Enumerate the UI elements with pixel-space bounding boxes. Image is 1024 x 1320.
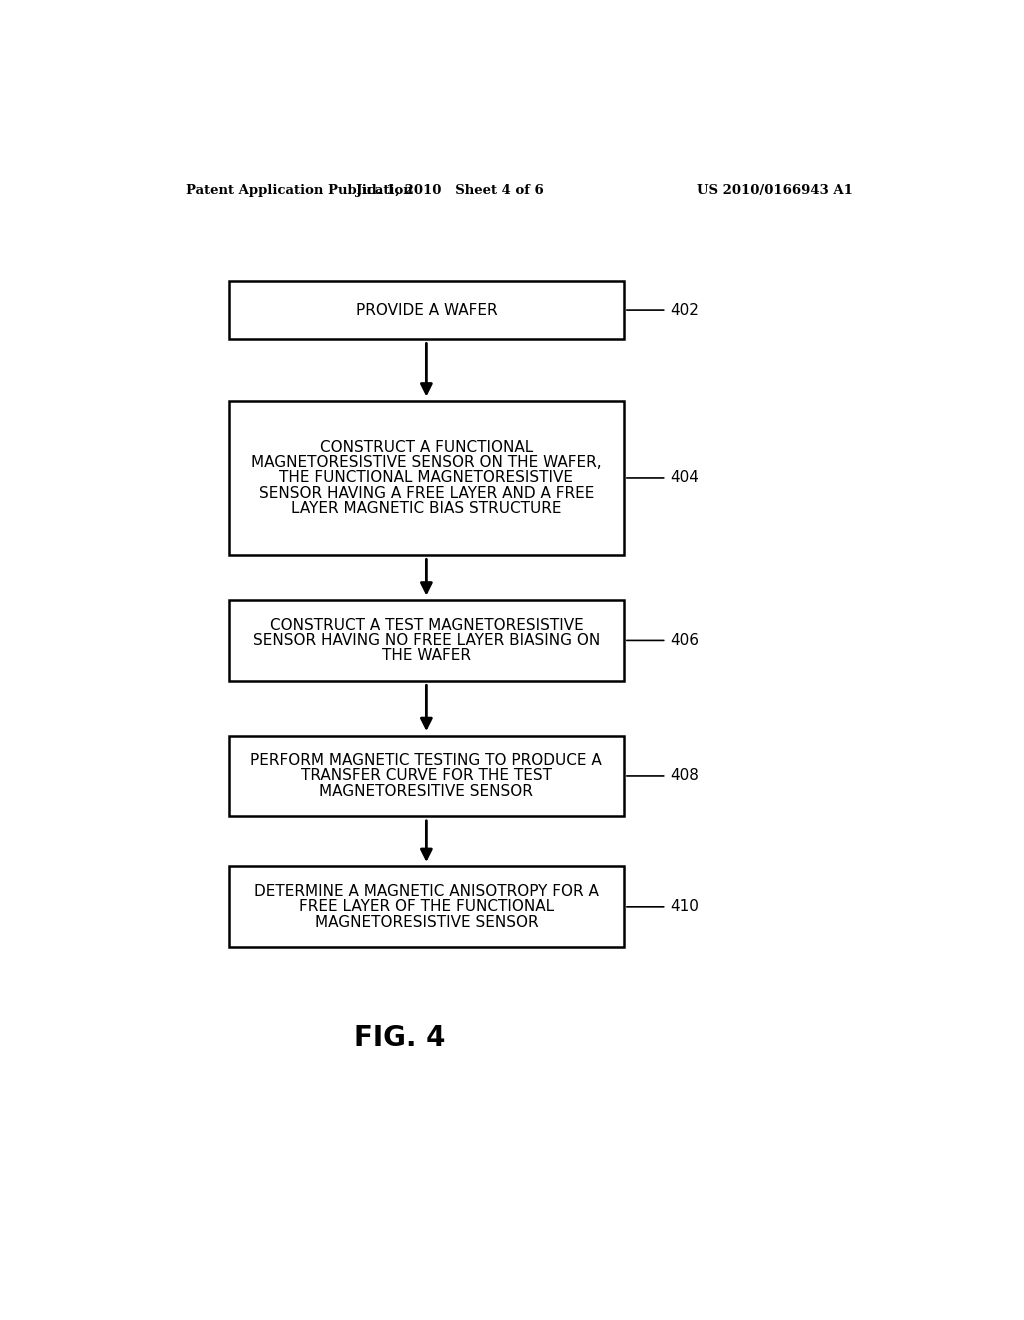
- Text: PROVIDE A WAFER: PROVIDE A WAFER: [355, 302, 498, 318]
- Text: SENSOR HAVING NO FREE LAYER BIASING ON: SENSOR HAVING NO FREE LAYER BIASING ON: [253, 632, 600, 648]
- Text: FIG. 4: FIG. 4: [353, 1024, 445, 1052]
- Text: MAGNETORESITIVE SENSOR: MAGNETORESITIVE SENSOR: [319, 784, 534, 799]
- Bar: [228, 601, 624, 681]
- Text: THE WAFER: THE WAFER: [382, 648, 471, 664]
- Text: MAGNETORESISTIVE SENSOR ON THE WAFER,: MAGNETORESISTIVE SENSOR ON THE WAFER,: [251, 455, 602, 470]
- Text: 402: 402: [671, 302, 699, 318]
- Text: PERFORM MAGNETIC TESTING TO PRODUCE A: PERFORM MAGNETIC TESTING TO PRODUCE A: [251, 752, 602, 768]
- Text: CONSTRUCT A TEST MAGNETORESISTIVE: CONSTRUCT A TEST MAGNETORESISTIVE: [269, 618, 584, 632]
- Text: Patent Application Publication: Patent Application Publication: [186, 185, 413, 197]
- Text: THE FUNCTIONAL MAGNETORESISTIVE: THE FUNCTIONAL MAGNETORESISTIVE: [280, 470, 573, 486]
- Text: TRANSFER CURVE FOR THE TEST: TRANSFER CURVE FOR THE TEST: [301, 768, 552, 784]
- Text: LAYER MAGNETIC BIAS STRUCTURE: LAYER MAGNETIC BIAS STRUCTURE: [291, 502, 561, 516]
- Bar: [228, 735, 624, 816]
- Text: SENSOR HAVING A FREE LAYER AND A FREE: SENSOR HAVING A FREE LAYER AND A FREE: [259, 486, 594, 500]
- Bar: [228, 281, 624, 339]
- Text: FREE LAYER OF THE FUNCTIONAL: FREE LAYER OF THE FUNCTIONAL: [299, 899, 554, 915]
- Text: 406: 406: [671, 632, 699, 648]
- Text: DETERMINE A MAGNETIC ANISOTROPY FOR A: DETERMINE A MAGNETIC ANISOTROPY FOR A: [254, 884, 599, 899]
- Text: US 2010/0166943 A1: US 2010/0166943 A1: [696, 185, 853, 197]
- Bar: [228, 866, 624, 948]
- Bar: [228, 401, 624, 554]
- Text: 408: 408: [671, 768, 699, 784]
- Text: 410: 410: [671, 899, 699, 915]
- Text: Jul. 1, 2010   Sheet 4 of 6: Jul. 1, 2010 Sheet 4 of 6: [355, 185, 544, 197]
- Text: 404: 404: [671, 470, 699, 486]
- Text: CONSTRUCT A FUNCTIONAL: CONSTRUCT A FUNCTIONAL: [319, 440, 534, 454]
- Text: MAGNETORESISTIVE SENSOR: MAGNETORESISTIVE SENSOR: [314, 915, 539, 929]
